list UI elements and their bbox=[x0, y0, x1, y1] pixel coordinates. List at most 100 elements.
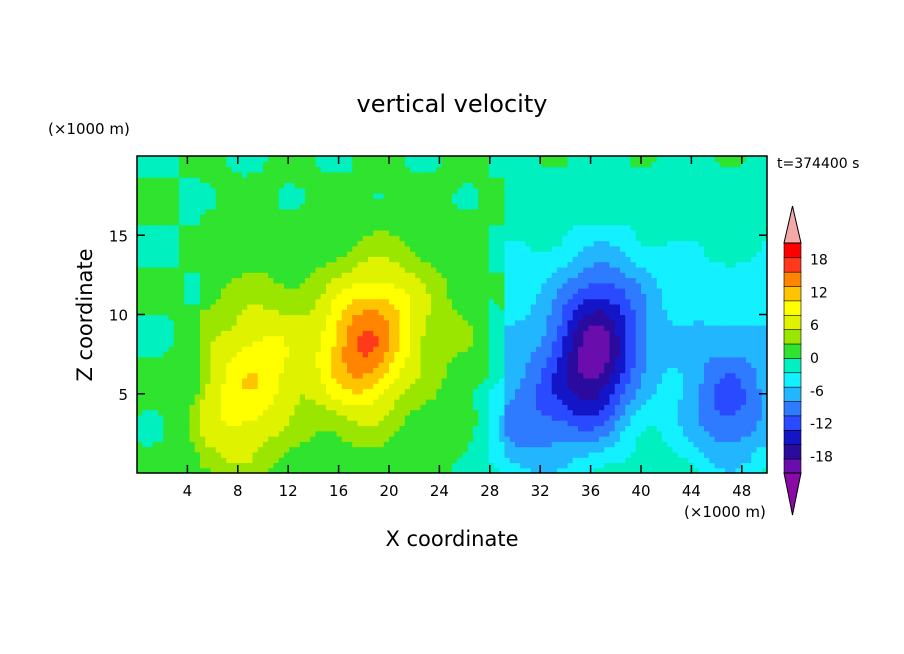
heatmap-cell bbox=[557, 277, 563, 284]
heatmap-cell bbox=[357, 187, 364, 194]
heatmap-cell bbox=[462, 356, 469, 363]
heatmap-cell bbox=[394, 251, 401, 257]
heatmap-cell bbox=[399, 356, 406, 363]
heatmap-cell bbox=[536, 261, 542, 268]
heatmap-cell bbox=[546, 166, 553, 173]
heatmap-cell bbox=[226, 383, 233, 390]
heatmap-cell bbox=[210, 335, 217, 342]
heatmap-cell bbox=[515, 235, 521, 242]
heatmap-cell bbox=[383, 372, 390, 379]
heatmap-cell bbox=[299, 187, 306, 194]
heatmap-cell bbox=[173, 420, 180, 427]
heatmap-cell bbox=[320, 293, 327, 300]
heatmap-cell bbox=[315, 425, 322, 432]
heatmap-cell bbox=[142, 325, 149, 331]
heatmap-cell bbox=[168, 356, 175, 363]
heatmap-cell bbox=[147, 430, 154, 437]
heatmap-cell bbox=[158, 298, 164, 305]
heatmap-cell bbox=[378, 214, 385, 220]
heatmap-cell bbox=[263, 377, 269, 384]
heatmap-cell bbox=[347, 462, 353, 469]
heatmap-cell bbox=[331, 309, 338, 316]
heatmap-cell bbox=[551, 393, 558, 400]
heatmap-cell bbox=[341, 330, 348, 337]
heatmap-cell bbox=[520, 388, 527, 395]
heatmap-cell bbox=[441, 393, 448, 400]
heatmap-cell bbox=[383, 467, 390, 473]
heatmap-cell bbox=[257, 203, 264, 210]
heatmap-cell bbox=[473, 383, 479, 390]
heatmap-cell bbox=[494, 256, 500, 263]
heatmap-cell bbox=[252, 224, 259, 231]
heatmap-cell bbox=[394, 187, 401, 194]
heatmap-cell bbox=[473, 277, 479, 284]
heatmap-cell bbox=[410, 425, 416, 432]
heatmap-cell bbox=[341, 399, 348, 405]
heatmap-cell bbox=[567, 272, 574, 279]
heatmap-cell bbox=[420, 208, 427, 215]
heatmap-cell bbox=[457, 182, 464, 189]
heatmap-cell bbox=[373, 372, 380, 379]
heatmap-cell bbox=[294, 346, 301, 353]
heatmap-cell bbox=[147, 161, 154, 168]
heatmap-cell bbox=[326, 383, 332, 390]
heatmap-cell bbox=[562, 436, 569, 442]
heatmap-cell bbox=[541, 293, 548, 300]
heatmap-cell bbox=[373, 251, 380, 257]
heatmap-cell bbox=[425, 288, 432, 294]
heatmap-cell bbox=[142, 414, 149, 421]
heatmap-cell bbox=[200, 288, 206, 294]
heatmap-cell bbox=[504, 351, 511, 358]
heatmap-cell bbox=[373, 272, 380, 279]
heatmap-cell bbox=[194, 335, 201, 342]
heatmap-cell bbox=[236, 409, 243, 416]
heatmap-cell bbox=[362, 330, 369, 337]
heatmap-cell bbox=[226, 362, 233, 368]
heatmap-cell bbox=[184, 187, 191, 194]
heatmap-cell bbox=[200, 367, 206, 374]
heatmap-cell bbox=[242, 156, 248, 162]
heatmap-cell bbox=[473, 404, 479, 411]
heatmap-cell bbox=[457, 325, 464, 331]
heatmap-cell bbox=[567, 441, 574, 448]
heatmap-cell bbox=[215, 198, 222, 205]
heatmap-cell bbox=[205, 282, 212, 289]
heatmap-cell bbox=[509, 340, 516, 347]
heatmap-cell bbox=[200, 409, 206, 416]
heatmap-cell bbox=[347, 330, 353, 337]
heatmap-cell bbox=[179, 309, 185, 316]
heatmap-cell bbox=[530, 457, 537, 464]
heatmap-cell bbox=[341, 240, 348, 247]
heatmap-cell bbox=[394, 388, 401, 395]
heatmap-cell bbox=[326, 356, 332, 363]
heatmap-cell bbox=[326, 219, 332, 226]
heatmap-cell bbox=[289, 351, 296, 358]
heatmap-cell bbox=[399, 383, 406, 390]
heatmap-cell bbox=[341, 467, 348, 473]
heatmap-cell bbox=[268, 319, 275, 326]
heatmap-cell bbox=[294, 404, 301, 411]
heatmap-cell bbox=[515, 187, 521, 194]
heatmap-cell bbox=[515, 335, 521, 342]
heatmap-cell bbox=[473, 340, 479, 347]
heatmap-cell bbox=[231, 325, 238, 331]
heatmap-cell bbox=[299, 208, 306, 215]
heatmap-cell bbox=[352, 325, 359, 331]
heatmap-cell bbox=[168, 462, 175, 469]
heatmap-cell bbox=[263, 314, 269, 321]
heatmap-cell bbox=[200, 266, 206, 273]
heatmap-cell bbox=[236, 462, 243, 469]
heatmap-cell bbox=[284, 441, 290, 448]
heatmap-cell bbox=[368, 425, 374, 432]
heatmap-cell bbox=[425, 314, 432, 321]
heatmap-cell bbox=[546, 192, 553, 199]
heatmap-cell bbox=[557, 261, 563, 268]
heatmap-cell bbox=[415, 298, 422, 305]
heatmap-cell bbox=[257, 325, 264, 331]
heatmap-cell bbox=[446, 399, 453, 405]
heatmap-cell bbox=[478, 303, 485, 310]
heatmap-cell bbox=[173, 261, 180, 268]
heatmap-cell bbox=[221, 166, 227, 173]
heatmap-cell bbox=[310, 240, 317, 247]
heatmap-cell bbox=[221, 330, 227, 337]
